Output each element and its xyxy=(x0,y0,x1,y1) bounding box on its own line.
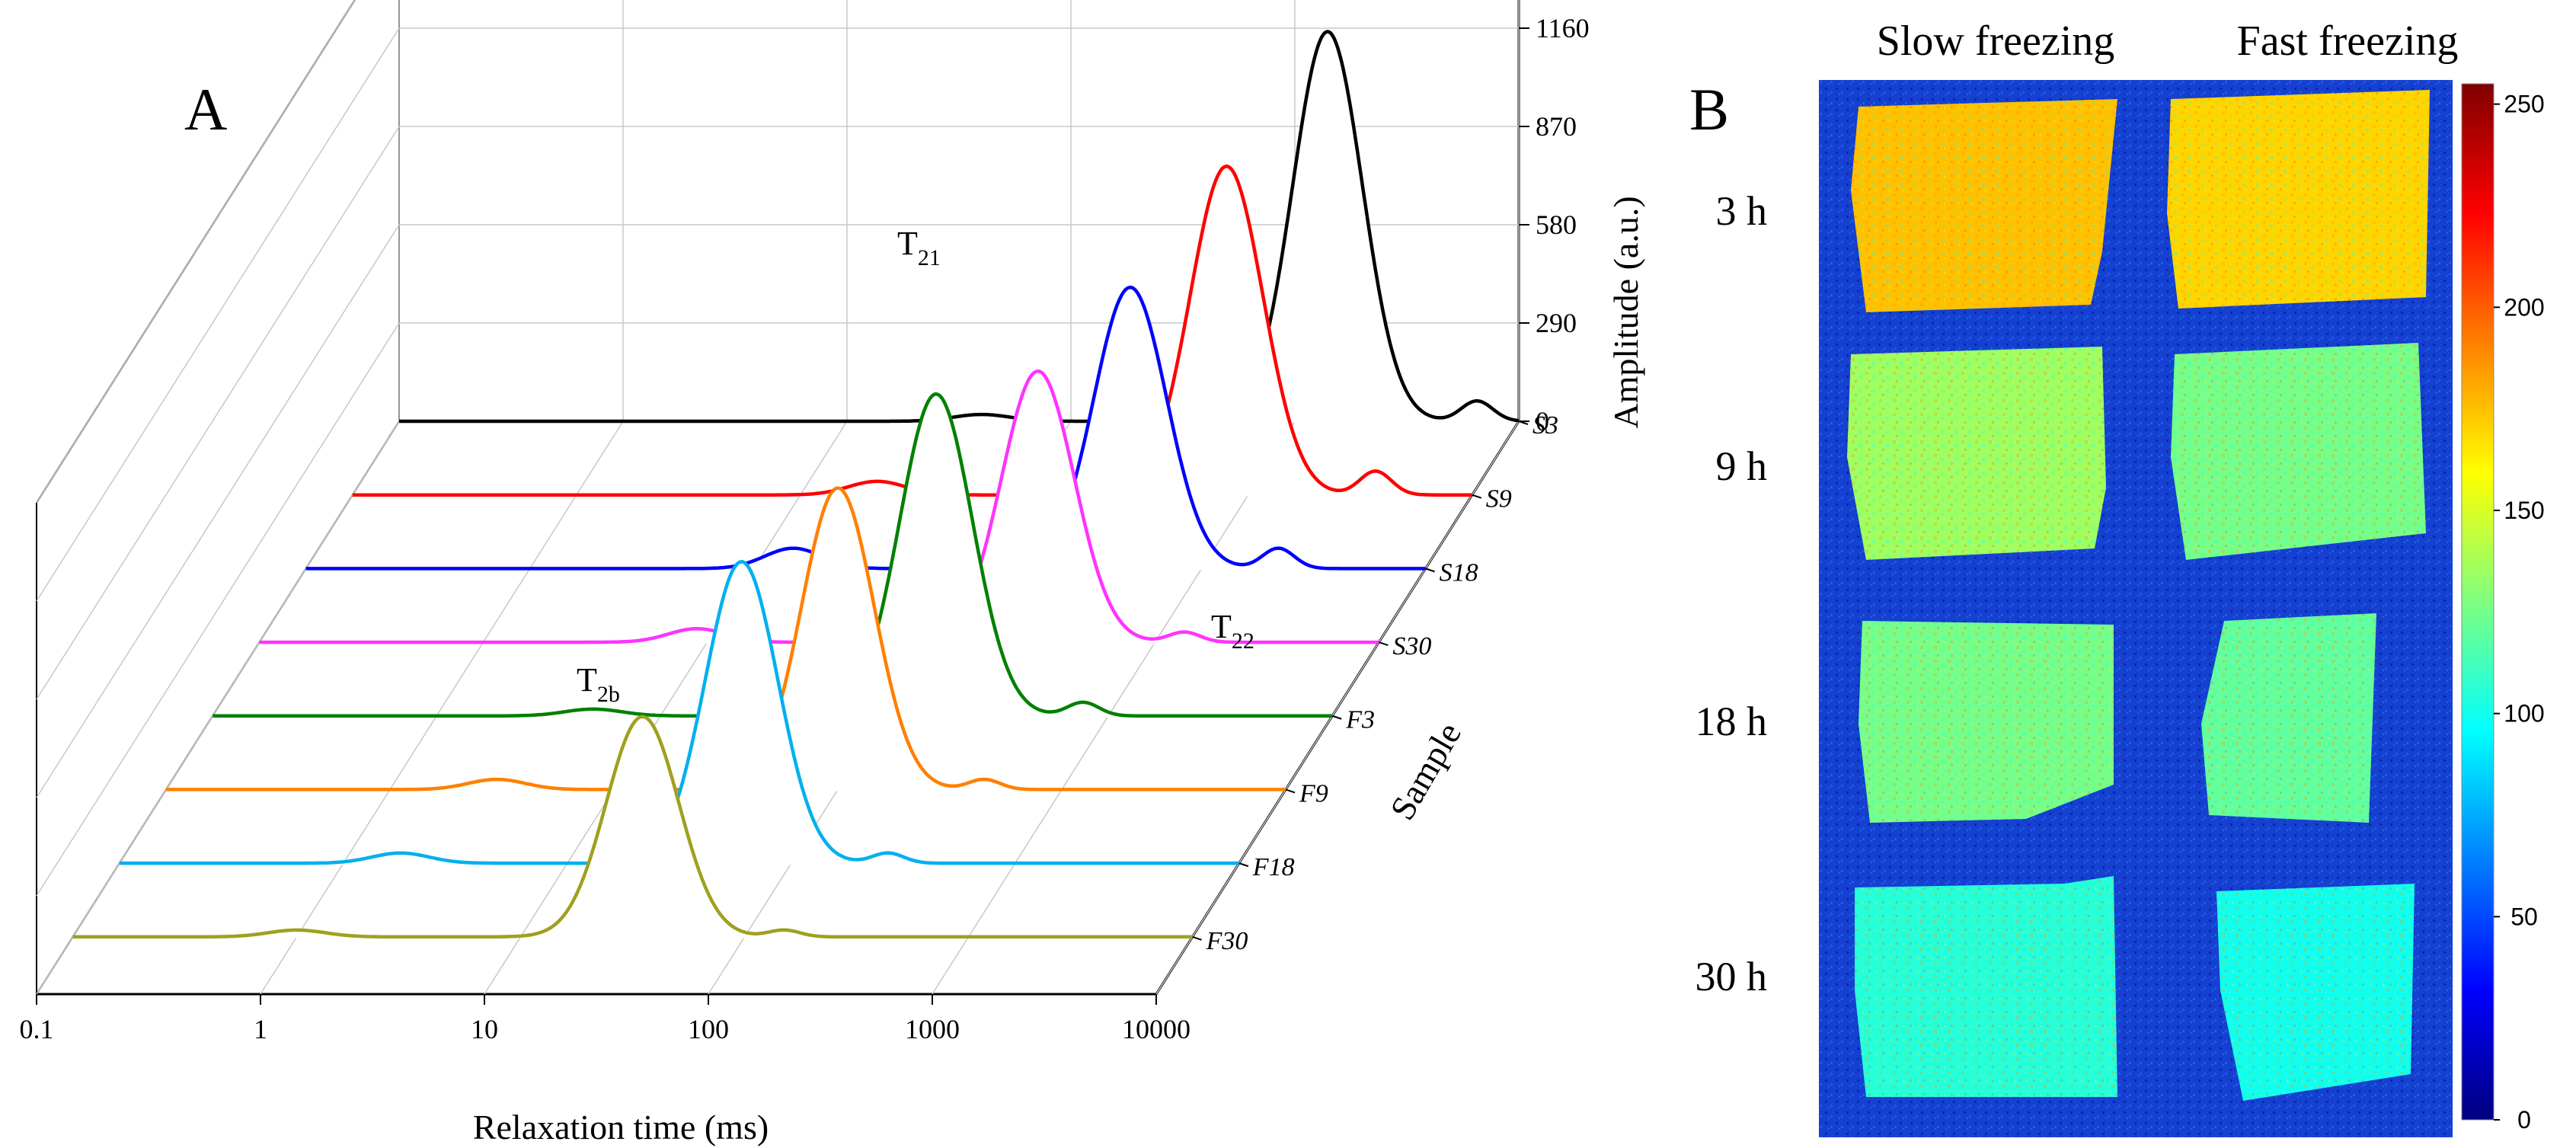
colorbar-tick-label: 250 xyxy=(2504,91,2544,118)
sample-axis-labels: S3 S9 S18 S30 F3 F9 F18 F30 xyxy=(1192,411,1558,955)
colorbar-tick-label: 0 xyxy=(2517,1106,2531,1134)
z-tick-label: 0 xyxy=(1536,406,1549,436)
x-axis-title: Relaxation time (ms) xyxy=(473,1108,769,1146)
sample-tick-label: F30 xyxy=(1206,927,1248,955)
x-tick-label: 1000 xyxy=(905,1014,960,1044)
x-tick-label: 0.1 xyxy=(20,1014,54,1044)
sample-axis-title: Sample xyxy=(1382,716,1469,827)
sample-tick-label: S9 xyxy=(1486,485,1512,513)
series-line-f30 xyxy=(72,715,1193,939)
z-tick-label: 290 xyxy=(1536,308,1577,338)
row-label-3h: 3 h xyxy=(1716,188,1768,234)
row-label-30h: 30 h xyxy=(1695,954,1768,999)
sample-tick-label: S18 xyxy=(1440,558,1478,587)
z-axis-ticks: 029058087011601450 xyxy=(1519,13,1590,436)
colorbar-tick-label: 200 xyxy=(2504,293,2544,321)
row-label-18h: 18 h xyxy=(1695,699,1768,744)
colorbar xyxy=(2461,83,2495,1121)
x-axis-ticks: 0.1 1 10 100 1000 10000 xyxy=(20,994,1191,1044)
panel-letter-a: A xyxy=(184,76,227,142)
x-tick-label: 100 xyxy=(688,1014,729,1044)
z-tick-label: 580 xyxy=(1536,209,1577,240)
x-tick-label: 10 xyxy=(471,1014,498,1044)
column-heading-fast: Fast freezing xyxy=(2237,18,2459,65)
colorbar-tick-label: 100 xyxy=(2504,700,2544,727)
annotation-t2b: T2b xyxy=(577,661,620,707)
panel-b: B Slow freezing Fast freezing 3 h 9 h 18… xyxy=(1689,18,2545,1137)
sample-tick-label: F3 xyxy=(1345,706,1375,734)
colorbar-tick-label: 150 xyxy=(2504,497,2544,524)
colorbar-tick-label: 50 xyxy=(2510,903,2538,930)
sample-tick-label: S3 xyxy=(1532,411,1558,440)
z-tick-label: 870 xyxy=(1536,111,1577,142)
annotation-t22: T22 xyxy=(1211,608,1254,654)
column-heading-slow: Slow freezing xyxy=(1877,18,2115,65)
z-tick-label: 1160 xyxy=(1536,13,1590,43)
series-line-f9 xyxy=(166,486,1286,791)
waterfall-lines xyxy=(72,30,1520,939)
z-axis-title: Amplitude (a.u.) xyxy=(1606,196,1645,428)
mri-sample-tiles xyxy=(1847,90,2430,1101)
sample-tick-label: S30 xyxy=(1392,632,1431,660)
x-tick-label: 10000 xyxy=(1122,1014,1191,1044)
annotation-t21: T21 xyxy=(897,225,941,270)
panel-letter-b: B xyxy=(1689,76,1729,142)
x-tick-label: 1 xyxy=(254,1014,267,1044)
colorbar-ticks: 0 50 100 150 200 250 xyxy=(2494,91,2545,1134)
sample-tick-label: F18 xyxy=(1252,853,1295,881)
sample-tick-label: F9 xyxy=(1299,779,1328,807)
row-label-9h: 9 h xyxy=(1716,443,1768,489)
series-line-f18 xyxy=(119,560,1239,865)
